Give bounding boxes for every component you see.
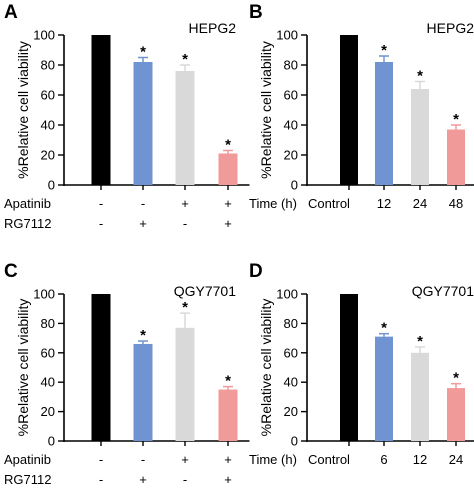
y-tick-label: 20 <box>41 148 55 163</box>
y-tick-label: 100 <box>33 28 55 43</box>
x-tick-label: 12 <box>377 196 391 211</box>
condition-sign: - <box>141 196 145 211</box>
bar <box>375 336 393 441</box>
x-axis-label: Time (h) <box>249 196 297 211</box>
panel-letter: C <box>4 261 18 282</box>
bar <box>175 327 195 441</box>
bar <box>218 153 238 185</box>
y-axis-label: %Relative cell viability <box>15 41 31 179</box>
condition-label: Apatinib <box>4 452 51 467</box>
y-tick-label: 80 <box>284 316 298 331</box>
condition-sign: - <box>99 452 103 467</box>
panel-letter: B <box>249 2 263 23</box>
condition-sign: - <box>99 196 103 211</box>
y-tick-label: 0 <box>48 434 55 449</box>
bar <box>447 388 465 441</box>
y-tick-label: 100 <box>276 287 298 302</box>
y-tick-label: 80 <box>41 58 55 73</box>
bar <box>340 294 358 441</box>
panel-a: A HEPG2 0 20 40 60 80 100%Relative cell viabili… <box>4 2 250 231</box>
bar <box>175 71 195 185</box>
y-tick-label: 0 <box>48 178 55 193</box>
condition-sign: + <box>181 196 189 211</box>
y-tick-label: 100 <box>276 28 298 43</box>
x-tick-label: Control <box>308 196 350 211</box>
condition-label: RG7112 <box>4 472 51 487</box>
panel-letter: D <box>249 261 263 282</box>
significance-marker: * <box>453 111 459 128</box>
bar <box>133 343 153 441</box>
significance-marker: * <box>417 333 423 350</box>
bar <box>447 129 465 185</box>
y-axis-label: %Relative cell viability <box>15 299 31 437</box>
y-tick-label: 40 <box>41 375 55 390</box>
condition-sign: + <box>224 452 232 467</box>
condition-sign: + <box>139 216 147 231</box>
y-tick-label: 60 <box>41 345 55 360</box>
y-axis-label: %Relative cell viability <box>258 299 274 437</box>
significance-marker: * <box>453 370 459 387</box>
significance-marker: * <box>381 320 387 337</box>
y-tick-label: 40 <box>41 118 55 133</box>
condition-sign: - <box>183 472 187 487</box>
x-axis-label: Time (h) <box>249 452 297 467</box>
significance-marker: * <box>140 44 146 61</box>
y-tick-label: 0 <box>291 178 298 193</box>
condition-sign: + <box>181 452 189 467</box>
cell-line-label: HEPG2 <box>427 20 474 36</box>
panel-letter: A <box>4 2 18 23</box>
y-tick-label: 60 <box>41 88 55 103</box>
significance-marker: * <box>140 327 146 344</box>
y-tick-label: 40 <box>284 118 298 133</box>
bar <box>91 294 111 441</box>
y-tick-label: 20 <box>41 404 55 419</box>
y-tick-label: 80 <box>41 316 55 331</box>
panel-b: B HEPG2 0 20 40 60 80 100%Relative cell viabili… <box>249 2 474 211</box>
y-axis-label: %Relative cell viability <box>258 41 274 179</box>
x-tick-label: 48 <box>449 196 463 211</box>
significance-marker: * <box>182 299 188 316</box>
x-tick-label: 24 <box>449 452 463 467</box>
bar <box>218 389 238 441</box>
condition-sign: - <box>99 216 103 231</box>
y-tick-label: 60 <box>284 88 298 103</box>
condition-sign: - <box>99 472 103 487</box>
condition-label: RG7112 <box>4 216 51 231</box>
y-tick-label: 60 <box>284 345 298 360</box>
condition-sign: + <box>224 216 232 231</box>
x-tick-label: 12 <box>413 452 427 467</box>
condition-sign: - <box>141 452 145 467</box>
x-tick-label: 6 <box>380 452 387 467</box>
significance-marker: * <box>182 51 188 68</box>
y-tick-label: 0 <box>291 434 298 449</box>
cell-line-label: HEPG2 <box>189 20 237 36</box>
condition-sign: - <box>183 216 187 231</box>
cell-line-label: QGY7701 <box>412 283 474 299</box>
y-tick-label: 20 <box>284 404 298 419</box>
bar <box>375 62 393 185</box>
cell-line-label: QGY7701 <box>174 283 236 299</box>
significance-marker: * <box>225 137 231 154</box>
condition-sign: + <box>224 196 232 211</box>
x-tick-label: Control <box>308 452 350 467</box>
x-tick-label: 24 <box>413 196 427 211</box>
condition-sign: + <box>139 472 147 487</box>
bar <box>91 35 111 185</box>
y-tick-label: 80 <box>284 58 298 73</box>
condition-sign: + <box>224 472 232 487</box>
bar <box>133 62 153 185</box>
panel-d: D QGY7701 0 20 40 60 80 100%Relative cell viabi… <box>249 261 474 467</box>
condition-label: Apatinib <box>4 196 51 211</box>
y-tick-label: 20 <box>284 148 298 163</box>
bar <box>411 89 429 185</box>
significance-marker: * <box>381 42 387 59</box>
y-tick-label: 100 <box>33 287 55 302</box>
significance-marker: * <box>417 68 423 85</box>
panel-c: C QGY7701 0 20 40 60 80 100%Relative cell viabi… <box>4 261 250 487</box>
bar <box>411 352 429 441</box>
y-tick-label: 40 <box>284 375 298 390</box>
bar <box>340 35 358 185</box>
significance-marker: * <box>225 373 231 390</box>
